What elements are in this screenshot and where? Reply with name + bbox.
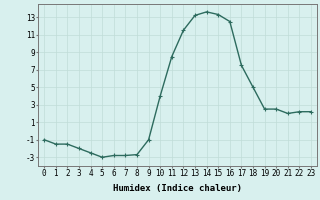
X-axis label: Humidex (Indice chaleur): Humidex (Indice chaleur) <box>113 184 242 193</box>
